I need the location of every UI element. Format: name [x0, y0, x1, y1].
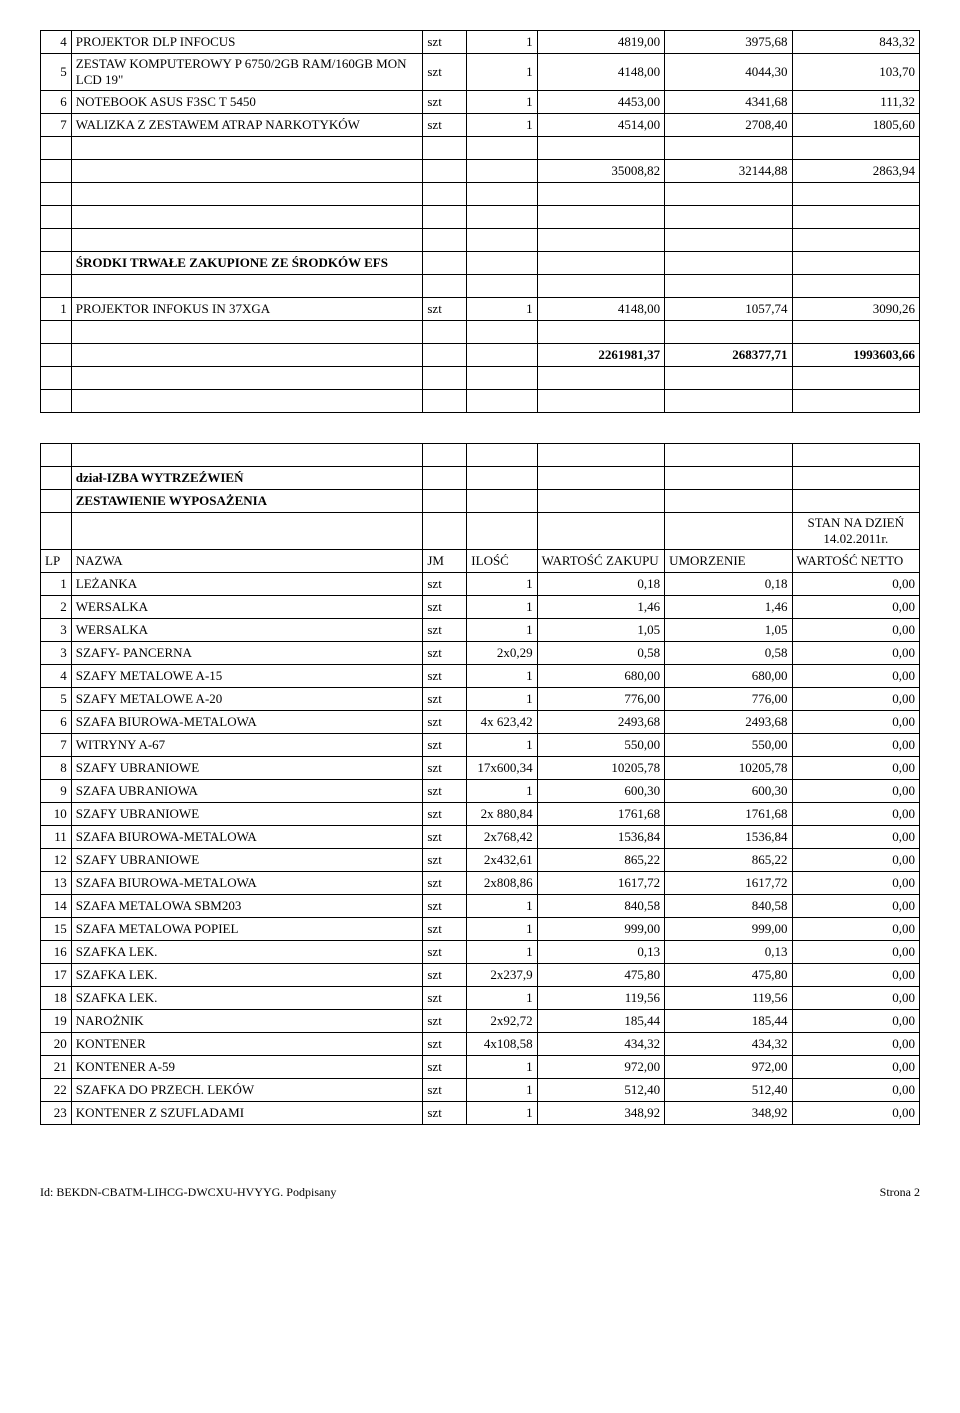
table-row: 1PROJEKTOR INFOKUS IN 37XGAszt14148,0010…: [41, 298, 920, 321]
table-row: 1LEŻANKAszt10,180,180,00: [41, 573, 920, 596]
table-row: 9SZAFA UBRANIOWAszt1600,30600,300,00: [41, 780, 920, 803]
table-row: 3WERSALKAszt11,051,050,00: [41, 619, 920, 642]
table-row: 11SZAFA BIUROWA-METALOWAszt2x768,421536,…: [41, 826, 920, 849]
table-row: 7WALIZKA Z ZESTAWEM ATRAP NARKOTYKÓWszt1…: [41, 114, 920, 137]
table-row: 4PROJEKTOR DLP INFOCUSszt14819,003975,68…: [41, 31, 920, 54]
table-row: 6SZAFA BIUROWA-METALOWAszt4x 623,422493,…: [41, 711, 920, 734]
table-row: 21KONTENER A-59szt1972,00972,000,00: [41, 1056, 920, 1079]
table-row: 16SZAFKA LEK.szt10,130,130,00: [41, 941, 920, 964]
table-row: 23KONTENER Z SZUFLADAMIszt1348,92348,920…: [41, 1102, 920, 1125]
equipment-table: dział-IZBA WYTRZEŹWIEŃZESTAWIENIE WYPOSA…: [40, 443, 920, 1125]
section-efs-title: ŚRODKI TRWAŁE ZAKUPIONE ZE ŚRODKÓW EFS: [41, 252, 920, 275]
table-row: 14SZAFA METALOWA SBM203szt1840,58840,580…: [41, 895, 920, 918]
table-row: 8SZAFY UBRANIOWEszt17x600,3410205,781020…: [41, 757, 920, 780]
table-row: 22SZAFKA DO PRZECH. LEKÓWszt1512,40512,4…: [41, 1079, 920, 1102]
table-row: 4SZAFY METALOWE A-15szt1680,00680,000,00: [41, 665, 920, 688]
table-row: 15SZAFA METALOWA POPIELszt1999,00999,000…: [41, 918, 920, 941]
table-row: 7WITRYNY A-67szt1550,00550,000,00: [41, 734, 920, 757]
table-row: 17SZAFKA LEK.szt2x237,9475,80475,800,00: [41, 964, 920, 987]
table-row: 10SZAFY UBRANIOWEszt2x 880,841761,681761…: [41, 803, 920, 826]
table-row: 6NOTEBOOK ASUS F3SC T 5450szt14453,00434…: [41, 91, 920, 114]
table-row: 13SZAFA BIUROWA-METALOWAszt2x808,861617,…: [41, 872, 920, 895]
header-row: LPNAZWAJMILOŚĆWARTOŚĆ ZAKUPUUMORZENIEWAR…: [41, 550, 920, 573]
table-row: 18SZAFKA LEK.szt1119,56119,560,00: [41, 987, 920, 1010]
table-row: 5SZAFY METALOWE A-20szt1776,00776,000,00: [41, 688, 920, 711]
table-row: 3SZAFY- PANCERNAszt2x0,290,580,580,00: [41, 642, 920, 665]
section2-title: dział-IZBA WYTRZEŹWIEŃ: [41, 467, 920, 490]
grand-total-row: 2261981,37268377,711993603,66: [41, 344, 920, 367]
section2-subtitle: ZESTAWIENIE WYPOSAŻENIA: [41, 490, 920, 513]
table-row: 12SZAFY UBRANIOWEszt2x432,61865,22865,22…: [41, 849, 920, 872]
table-row: 5ZESTAW KOMPUTEROWY P 6750/2GB RAM/160GB…: [41, 54, 920, 91]
subtotal-row: 35008,8232144,882863,94: [41, 160, 920, 183]
footer-id: Id: BEKDN-CBATM-LIHCG-DWCXU-HVYYG. Podpi…: [40, 1185, 336, 1200]
table-row: 2WERSALKAszt11,461,460,00: [41, 596, 920, 619]
stan-na-row: STAN NA DZIEŃ 14.02.2011r.: [41, 513, 920, 550]
page-footer: Id: BEKDN-CBATM-LIHCG-DWCXU-HVYYG. Podpi…: [40, 1185, 920, 1200]
top-asset-table: 4PROJEKTOR DLP INFOCUSszt14819,003975,68…: [40, 30, 920, 413]
footer-page: Strona 2: [880, 1185, 920, 1200]
table-row: 20KONTENERszt4x108,58434,32434,320,00: [41, 1033, 920, 1056]
table-row: 19NAROŻNIKszt2x92,72185,44185,440,00: [41, 1010, 920, 1033]
